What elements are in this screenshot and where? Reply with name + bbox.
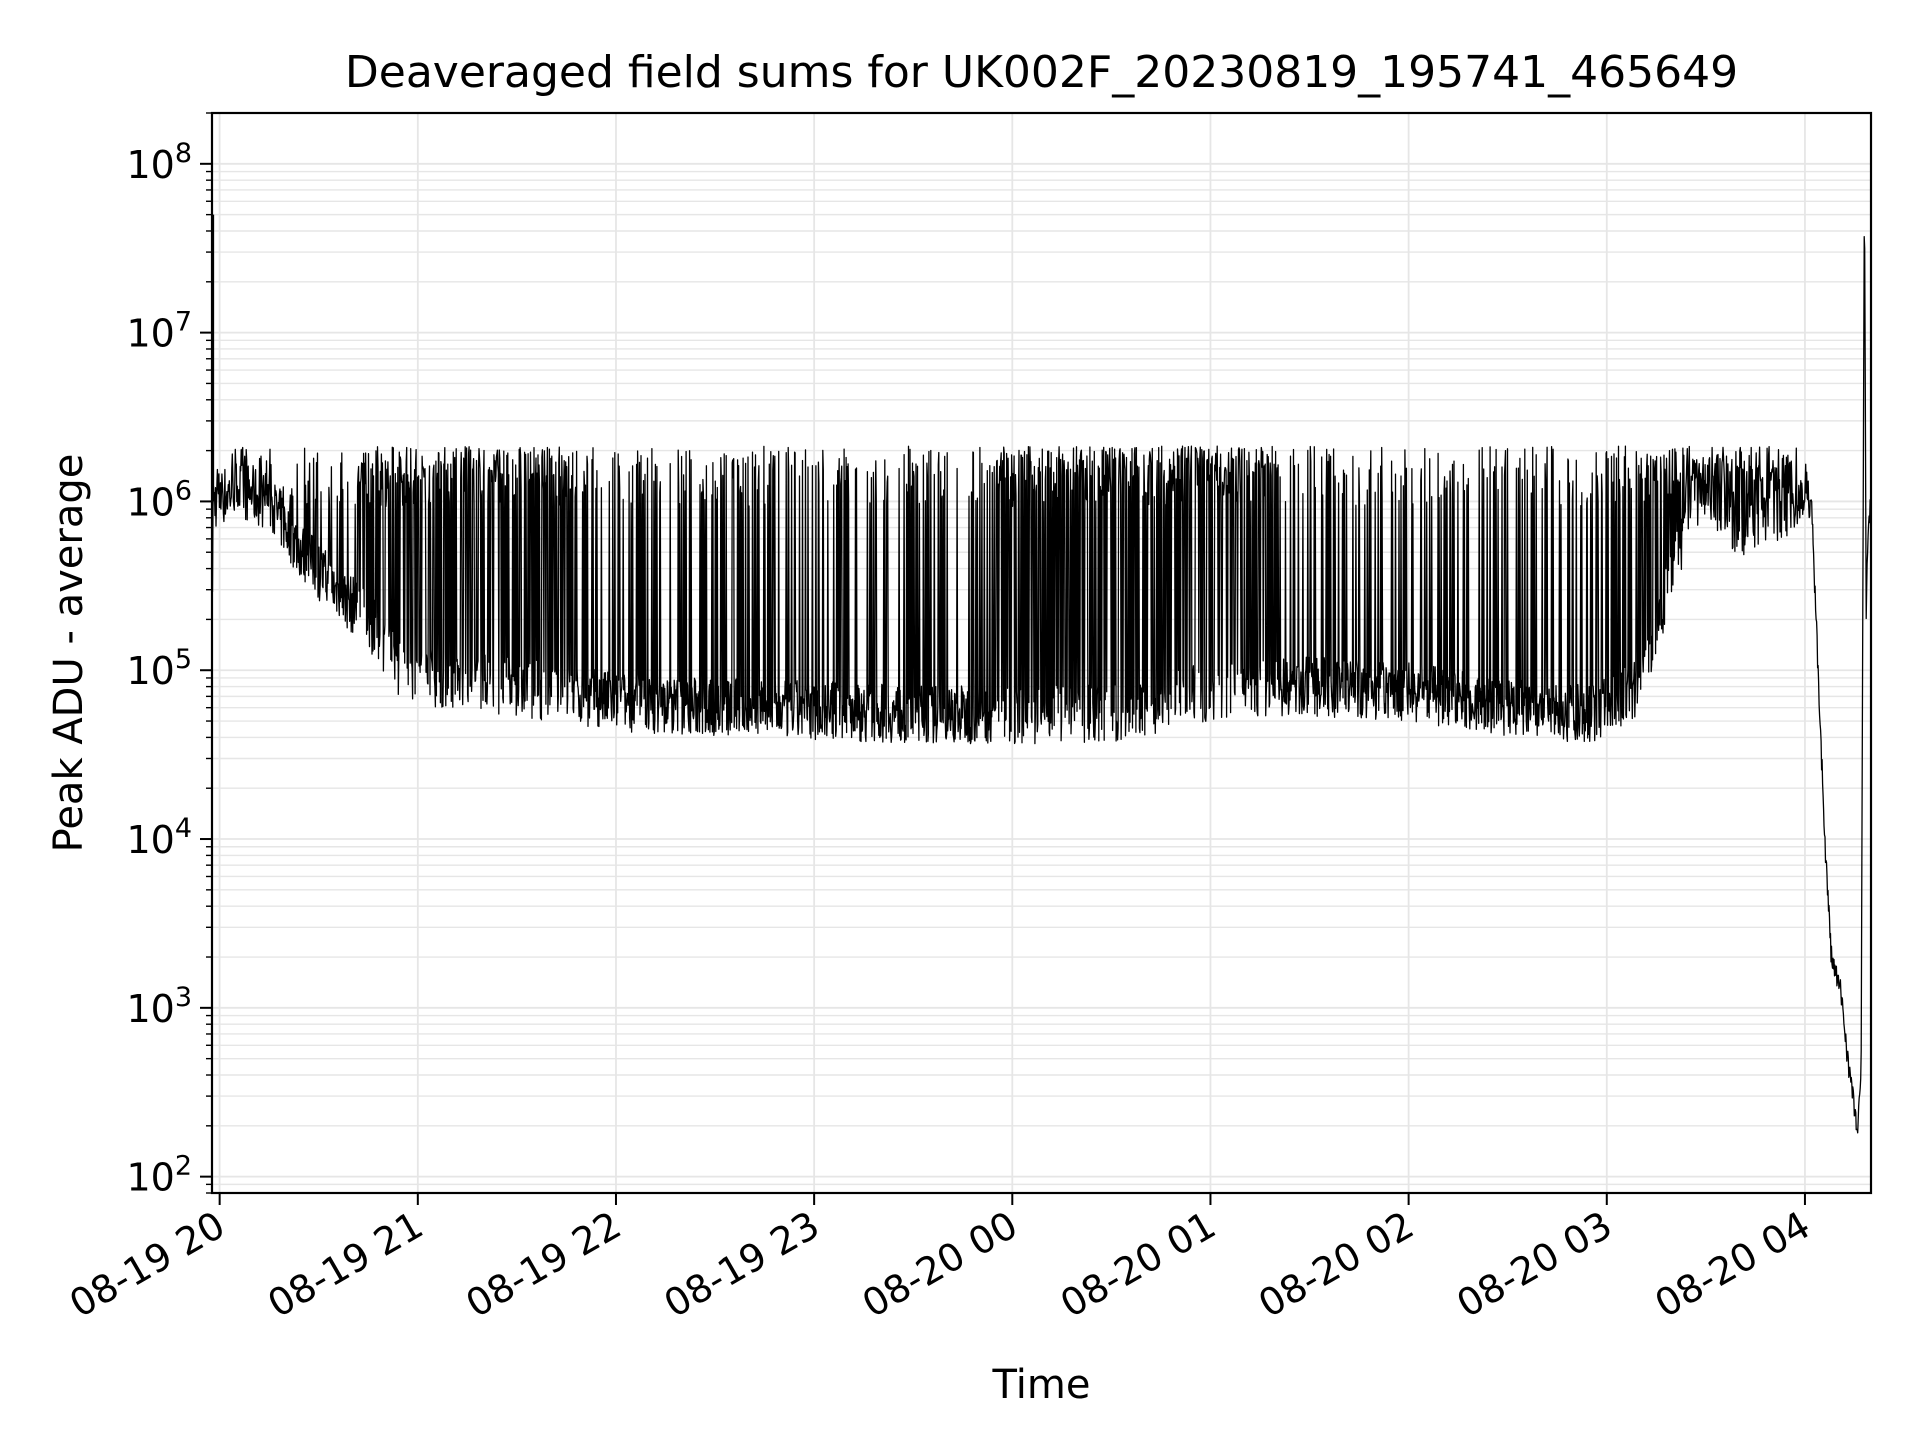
- y-tick-label: 103: [126, 982, 192, 1031]
- chart-title: Deaveraged field sums for UK002F_2023081…: [345, 47, 1738, 98]
- y-tick-label: 102: [126, 1151, 192, 1200]
- y-tick-label: 104: [126, 813, 192, 862]
- x-axis-label: Time: [992, 1362, 1091, 1408]
- y-tick-label: 107: [126, 307, 192, 356]
- y-tick-label: 105: [126, 644, 192, 693]
- y-tick-label: 106: [126, 475, 192, 524]
- y-axis-label: Peak ADU - average: [46, 454, 92, 853]
- y-tick-label: 108: [126, 138, 192, 187]
- data-line: [211, 236, 1872, 1134]
- plot-frame: [210, 111, 1873, 1195]
